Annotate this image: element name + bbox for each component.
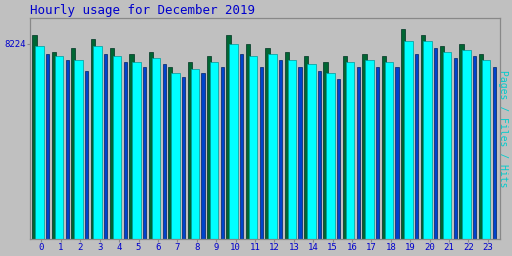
Bar <box>454 58 457 239</box>
Bar <box>130 54 134 239</box>
Bar <box>459 44 463 239</box>
Bar <box>346 62 354 239</box>
Bar <box>149 52 153 239</box>
Bar <box>221 67 224 239</box>
Bar <box>163 65 166 239</box>
Bar <box>246 44 250 239</box>
Bar <box>46 54 49 239</box>
Bar <box>440 46 444 239</box>
Bar <box>171 73 180 239</box>
Text: Hourly usage for December 2019: Hourly usage for December 2019 <box>30 4 255 17</box>
Bar <box>91 39 95 239</box>
Bar <box>268 54 276 239</box>
Bar <box>32 35 37 239</box>
Bar <box>104 54 108 239</box>
Bar <box>152 58 160 239</box>
Bar <box>357 67 360 239</box>
Bar <box>55 56 63 239</box>
Bar <box>493 67 496 239</box>
Bar <box>187 62 192 239</box>
Bar <box>326 73 335 239</box>
Bar <box>52 52 56 239</box>
Bar <box>479 54 483 239</box>
Bar <box>201 73 204 239</box>
Bar <box>462 50 471 239</box>
Bar <box>307 65 315 239</box>
Bar <box>113 56 121 239</box>
Bar <box>143 67 146 239</box>
Bar <box>249 56 258 239</box>
Bar <box>434 48 437 239</box>
Bar <box>132 62 141 239</box>
Bar <box>362 54 367 239</box>
Bar <box>343 56 347 239</box>
Bar <box>210 62 219 239</box>
Bar <box>124 62 127 239</box>
Bar <box>404 41 413 239</box>
Bar <box>260 67 263 239</box>
Bar <box>304 56 308 239</box>
Bar <box>207 56 211 239</box>
Bar <box>71 48 75 239</box>
Bar <box>318 71 321 239</box>
Bar <box>420 35 425 239</box>
Bar <box>288 60 296 239</box>
Bar <box>85 71 88 239</box>
Bar <box>35 46 44 239</box>
Bar <box>415 54 418 239</box>
Bar <box>240 54 243 239</box>
Bar <box>285 52 289 239</box>
Bar <box>381 56 386 239</box>
Bar <box>182 77 185 239</box>
Bar <box>110 48 114 239</box>
Bar <box>279 60 282 239</box>
Bar <box>337 79 340 239</box>
Bar <box>66 60 69 239</box>
Bar <box>376 67 379 239</box>
Bar <box>423 41 432 239</box>
Bar <box>395 67 398 239</box>
Bar <box>443 52 452 239</box>
Bar <box>229 44 238 239</box>
Bar <box>401 29 406 239</box>
Bar <box>473 56 476 239</box>
Bar <box>482 60 490 239</box>
Bar <box>298 67 302 239</box>
Bar <box>190 69 199 239</box>
Bar <box>365 60 374 239</box>
Y-axis label: Pages / Files / Hits: Pages / Files / Hits <box>498 70 508 187</box>
Bar <box>324 62 328 239</box>
Bar <box>226 35 231 239</box>
Bar <box>94 46 102 239</box>
Bar <box>385 62 393 239</box>
Bar <box>168 67 173 239</box>
Bar <box>265 48 269 239</box>
Bar <box>74 60 82 239</box>
